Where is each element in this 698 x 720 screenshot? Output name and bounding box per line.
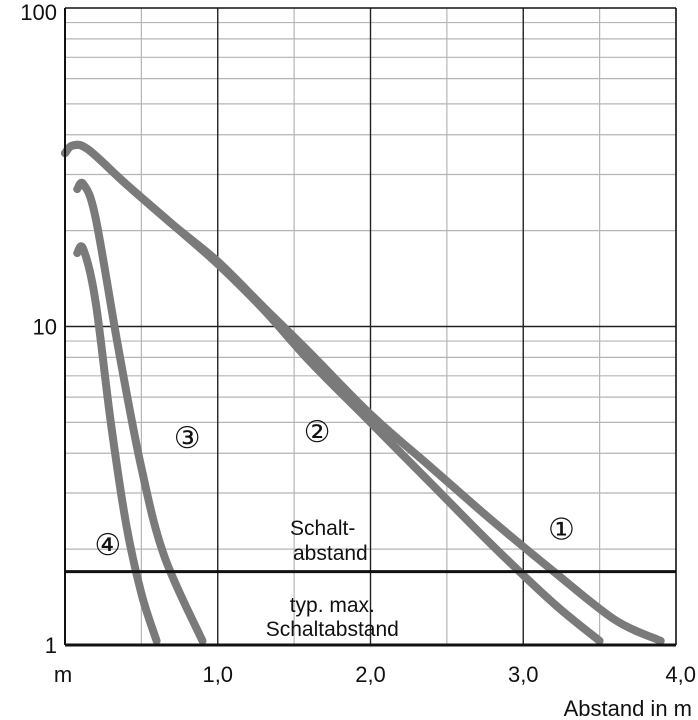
curve-marker-4: ④ <box>94 528 121 563</box>
y-tick-label-1: 1 <box>45 633 57 658</box>
curve-marker-1: ① <box>548 512 575 547</box>
series-line-4 <box>73 242 161 645</box>
threshold-label-above-line1: Schalt- <box>290 517 355 540</box>
x-tick-label-3: 3,0 <box>508 662 539 687</box>
series-line-1 <box>61 140 665 645</box>
series-line-2 <box>61 140 604 645</box>
curve-marker-2: ② <box>304 415 331 450</box>
x-tick-label-4: 4,0 <box>665 662 696 687</box>
major-grid <box>65 8 676 645</box>
plot-frame <box>64 7 677 647</box>
threshold-label-below-line2: Schaltabstand <box>266 618 399 641</box>
series-line-3 <box>73 178 207 645</box>
x-tick-label-2: 2,0 <box>355 662 386 687</box>
x-axis-title: Abstand in m <box>564 696 692 720</box>
threshold-label-above-line2: abstand <box>293 542 368 565</box>
y-tick-label-10: 10 <box>33 315 57 340</box>
series-layer <box>61 140 665 645</box>
curve-marker-3: ③ <box>174 421 201 456</box>
x-unit-label: m <box>54 662 72 687</box>
y-tick-label-100: 100 <box>20 0 57 25</box>
threshold-label-below-line1: typ. max. <box>290 594 375 617</box>
x-tick-label-1: 1,0 <box>202 662 233 687</box>
